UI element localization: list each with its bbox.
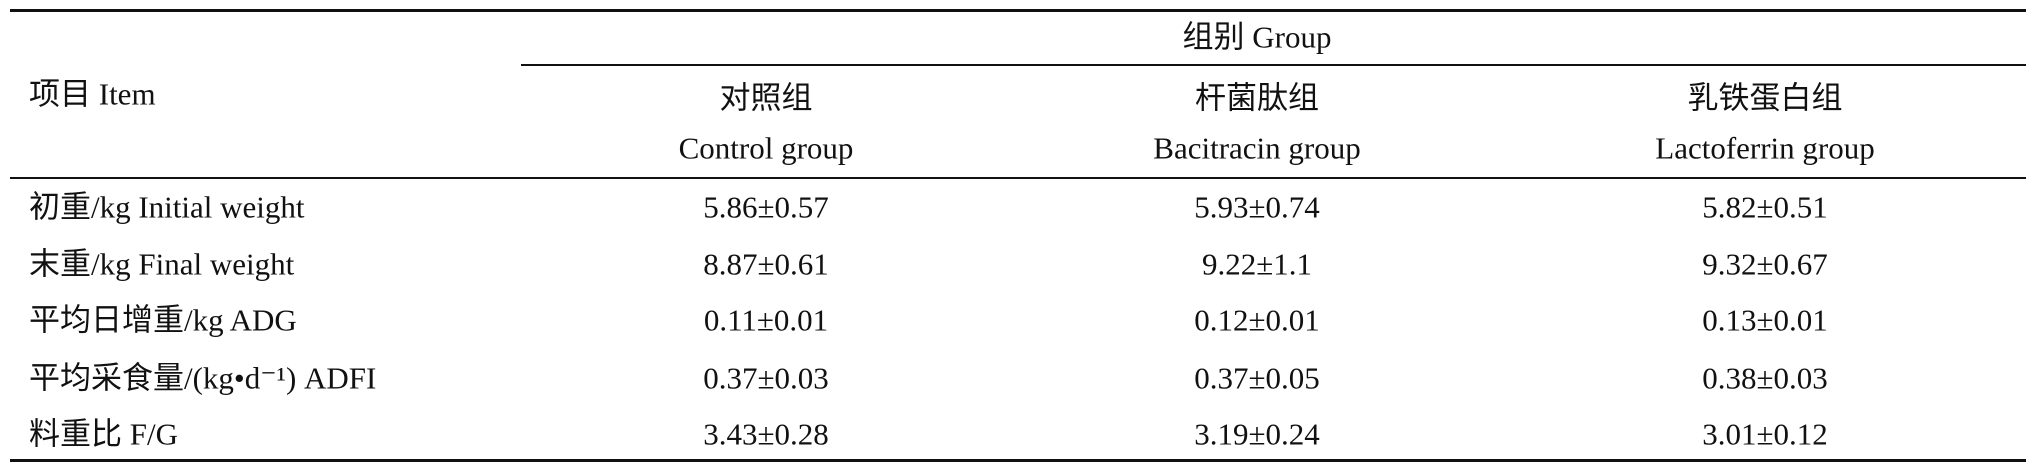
cell-value: 0.13±0.01 — [1702, 302, 1828, 338]
cell-value: 0.37±0.05 — [1194, 360, 1320, 396]
row-label: 平均日增重/kg ADG — [29, 302, 297, 338]
cell-value: 5.93±0.74 — [1194, 189, 1320, 225]
row-label: 末重/kg Final weight — [29, 246, 295, 282]
cell-value: 0.37±0.03 — [703, 360, 829, 396]
header-rule — [10, 177, 2026, 179]
group-header: 组别 Group — [1182, 19, 1332, 55]
column-header-en: Control group — [678, 130, 854, 166]
row-label: 料重比 F/G — [29, 416, 178, 452]
column-header-zh: 乳铁蛋白组 — [1687, 80, 1843, 116]
group-rule — [521, 64, 2026, 66]
top-rule — [10, 9, 2026, 12]
cell-value: 5.82±0.51 — [1702, 189, 1828, 225]
cell-value: 3.43±0.28 — [703, 416, 829, 452]
cell-value: 0.38±0.03 — [1702, 360, 1828, 396]
cell-value: 9.22±1.1 — [1201, 246, 1313, 282]
cell-value: 9.32±0.67 — [1702, 246, 1828, 282]
column-header-zh: 对照组 — [719, 80, 813, 116]
bottom-rule — [10, 459, 2026, 462]
column-header-en: Bacitracin group — [1153, 130, 1361, 166]
column-header-zh: 杆菌肽组 — [1195, 80, 1319, 116]
row-label: 平均采食量/(kg•d⁻¹) ADFI — [29, 360, 377, 396]
column-header-en: Lactoferrin group — [1655, 130, 1875, 166]
cell-value: 3.01±0.12 — [1702, 416, 1828, 452]
cell-value: 3.19±0.24 — [1194, 416, 1320, 452]
cell-value: 0.12±0.01 — [1194, 302, 1320, 338]
cell-value: 0.11±0.01 — [703, 302, 829, 338]
cell-value: 5.86±0.57 — [703, 189, 829, 225]
item-header: 项目 Item — [29, 76, 156, 112]
row-label: 初重/kg Initial weight — [29, 189, 305, 225]
cell-value: 8.87±0.61 — [703, 246, 829, 282]
